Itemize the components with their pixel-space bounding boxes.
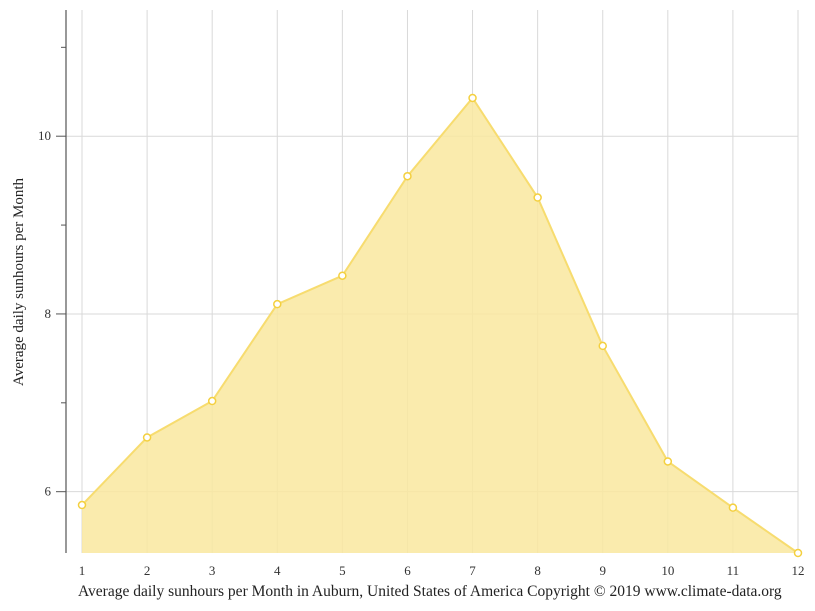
data-point [338,271,347,280]
area-fill [82,97,798,553]
area-line [81,96,799,554]
x-tick-label: 12 [792,563,805,578]
x-tick-label: 3 [209,563,216,578]
data-point [207,396,217,406]
axes [56,10,67,553]
y-tick-label: 6 [45,484,52,499]
x-tick-labels: 1 2 3 4 5 6 7 8 9 10 11 12 [79,563,805,578]
data-point [728,503,738,512]
data-area [81,96,799,554]
data-point [142,433,152,442]
y-tick-label: 10 [38,128,51,143]
x-tick-label: 10 [661,563,674,578]
x-tick-label: 5 [339,563,346,578]
x-tick-label: 1 [79,563,86,578]
data-point [533,193,542,202]
y-tick-label: 8 [45,306,52,321]
data-point [793,548,803,558]
x-tick-label: 7 [469,563,476,578]
data-point [273,299,282,309]
chart-caption: Average daily sunhours per Month in Aubu… [78,583,782,600]
data-point [468,93,477,103]
x-tick-label: 6 [404,563,411,578]
x-tick-label: 4 [274,563,281,578]
x-tick-label: 2 [144,563,151,578]
x-tick-label: 11 [727,563,740,578]
data-point [598,341,607,351]
data-points [77,93,803,558]
data-point [663,457,673,466]
y-axis-title: Average daily sunhours per Month [11,178,27,387]
y-tick-labels: 6 8 10 [38,128,52,498]
data-point [403,171,412,181]
x-tick-label: 9 [599,563,606,578]
x-tick-label: 8 [534,563,541,578]
data-point [77,500,87,510]
